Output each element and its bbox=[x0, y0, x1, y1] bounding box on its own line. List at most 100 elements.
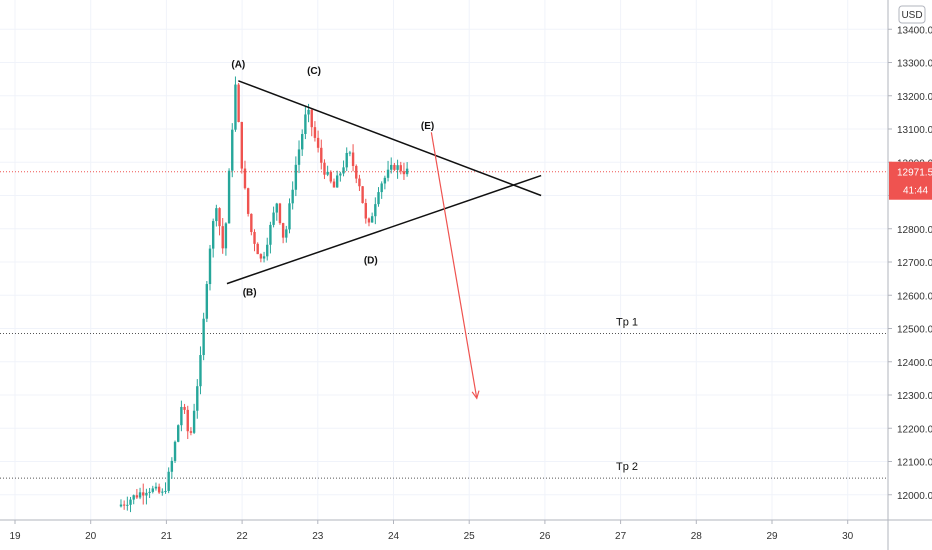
candle bbox=[342, 160, 345, 177]
candle-body bbox=[288, 203, 291, 230]
x-tick-label: 23 bbox=[312, 531, 324, 542]
candle bbox=[142, 483, 145, 505]
candle-body bbox=[269, 224, 272, 245]
candle bbox=[345, 147, 348, 172]
candle-body bbox=[281, 223, 285, 238]
candle bbox=[192, 403, 196, 435]
y-tick-label: 12600.0 bbox=[897, 291, 932, 302]
x-tick-label: 21 bbox=[161, 531, 173, 542]
candle bbox=[154, 482, 158, 491]
candle-body bbox=[173, 441, 177, 461]
candle bbox=[246, 187, 250, 217]
candle-body bbox=[297, 149, 301, 165]
candle-body bbox=[170, 460, 174, 472]
currency-badge[interactable]: USD bbox=[898, 5, 926, 24]
candle-body bbox=[355, 165, 358, 179]
candle bbox=[320, 139, 323, 170]
candle-body bbox=[145, 492, 148, 496]
candle bbox=[358, 174, 361, 191]
candle-body bbox=[221, 226, 224, 249]
candle bbox=[288, 198, 291, 234]
candle bbox=[218, 207, 221, 236]
candle-body bbox=[332, 181, 336, 188]
candle bbox=[243, 160, 247, 190]
candle bbox=[374, 197, 377, 225]
candle bbox=[250, 213, 253, 236]
candle bbox=[326, 165, 329, 177]
candle bbox=[205, 281, 209, 323]
candle bbox=[148, 487, 151, 499]
candle-body bbox=[285, 229, 288, 238]
candle bbox=[253, 229, 256, 252]
candle-body bbox=[161, 491, 164, 493]
candle-body bbox=[246, 188, 250, 214]
candle-body bbox=[329, 171, 333, 182]
x-tick-label: 25 bbox=[464, 531, 476, 542]
candle-body bbox=[218, 208, 221, 227]
candle bbox=[399, 161, 402, 175]
wave-label-c: (C) bbox=[307, 66, 321, 77]
target-levels: Tp 1 Tp 2 bbox=[0, 316, 888, 479]
candle-body bbox=[370, 216, 374, 223]
candle-body bbox=[294, 164, 298, 190]
candle bbox=[208, 244, 212, 291]
candle-body bbox=[183, 406, 186, 410]
candle-body bbox=[122, 504, 126, 506]
candle bbox=[177, 424, 180, 443]
candle bbox=[196, 379, 199, 419]
candle-body bbox=[256, 243, 259, 255]
candle-body bbox=[224, 223, 228, 249]
y-tick-label: 13400.0 bbox=[897, 25, 932, 36]
candle-body bbox=[323, 162, 326, 175]
candle-body bbox=[386, 169, 390, 178]
candle-body bbox=[129, 499, 132, 505]
price-axis-panel bbox=[888, 0, 932, 550]
candle bbox=[297, 140, 301, 174]
candle-body bbox=[399, 165, 402, 172]
candle bbox=[199, 346, 202, 395]
candle bbox=[157, 483, 161, 494]
candle-body bbox=[186, 409, 189, 432]
candle-body bbox=[215, 208, 218, 222]
candle bbox=[316, 130, 320, 153]
candle bbox=[294, 156, 298, 197]
candle bbox=[167, 467, 170, 494]
currency-badge-box bbox=[898, 5, 926, 24]
candle bbox=[164, 482, 167, 494]
candle-body bbox=[402, 171, 406, 175]
candle bbox=[339, 171, 342, 182]
candle-body bbox=[262, 256, 266, 259]
candle-body bbox=[243, 168, 247, 189]
target-label-1: Tp 1 bbox=[616, 316, 638, 328]
candle bbox=[329, 170, 333, 184]
candle bbox=[332, 178, 336, 188]
y-tick-label: 12700.0 bbox=[897, 258, 932, 269]
y-tick-label: 13300.0 bbox=[897, 59, 932, 70]
candle-body bbox=[196, 386, 199, 411]
candle-body bbox=[316, 137, 320, 148]
candle bbox=[256, 242, 259, 255]
candle-body bbox=[351, 152, 355, 166]
y-tick-label: 12800.0 bbox=[897, 225, 932, 236]
bar-countdown: 41:44 bbox=[903, 186, 928, 197]
candle bbox=[335, 170, 339, 188]
candle-body bbox=[266, 244, 269, 257]
candle bbox=[361, 185, 364, 204]
candle bbox=[180, 400, 183, 432]
candle bbox=[348, 150, 352, 157]
candle-body bbox=[126, 504, 129, 506]
triangle-upper-trendline bbox=[238, 80, 542, 197]
candle bbox=[266, 237, 269, 261]
candle-body bbox=[119, 504, 123, 507]
candle bbox=[221, 218, 224, 254]
candle-body bbox=[154, 486, 158, 489]
candle bbox=[202, 312, 205, 361]
candle-body bbox=[367, 218, 371, 223]
candle bbox=[240, 121, 243, 174]
candle bbox=[151, 485, 154, 494]
candle bbox=[173, 440, 177, 464]
candle bbox=[278, 202, 282, 225]
candle bbox=[313, 121, 317, 142]
